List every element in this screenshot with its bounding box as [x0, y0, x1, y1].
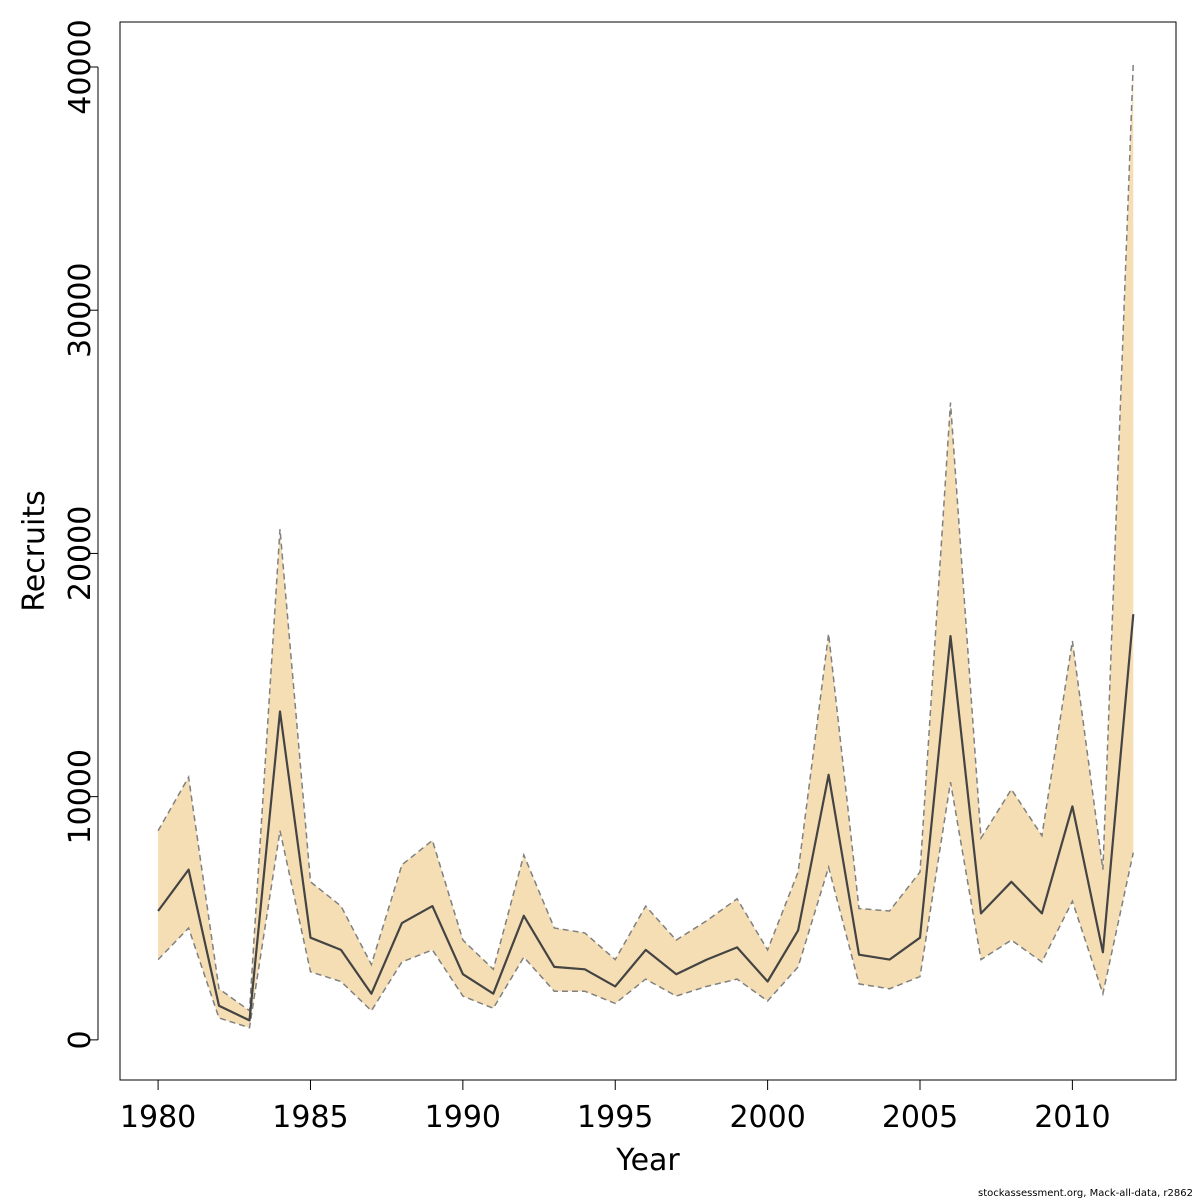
- x-tick-label-1980: 1980: [120, 1100, 196, 1135]
- x-tick-label-2005: 2005: [882, 1100, 958, 1135]
- estimate-point-1995: [613, 984, 617, 988]
- y-axis: 0 10000 20000 30000 40000: [63, 19, 99, 1049]
- y-tick-label-30000: 30000: [63, 262, 98, 357]
- y-tick-label-20000: 20000: [63, 506, 98, 601]
- estimate-point-2009: [1040, 911, 1044, 915]
- y-tick-label-10000: 10000: [63, 749, 98, 844]
- estimate-point-2012: [1131, 612, 1135, 616]
- estimate-point-1986: [339, 948, 343, 952]
- x-tick-label-1995: 1995: [577, 1100, 653, 1135]
- x-axis: 1980 1985 1990 1995 2000 2005 2010: [120, 1079, 1111, 1135]
- estimate-point-2011: [1101, 950, 1105, 954]
- estimate-point-1992: [522, 914, 526, 918]
- estimate-point-1997: [674, 972, 678, 976]
- estimate-line-layer: [156, 612, 1135, 1022]
- estimate-point-1982: [217, 1004, 221, 1008]
- estimate-point-1994: [583, 967, 587, 971]
- x-tick-label-2000: 2000: [729, 1100, 805, 1135]
- estimate-point-2004: [888, 958, 892, 962]
- estimate-point-1989: [430, 904, 434, 908]
- estimate-point-2000: [766, 980, 770, 984]
- confidence-band: [158, 62, 1134, 1028]
- estimate-point-1987: [369, 992, 373, 996]
- estimate-line: [157, 614, 1135, 1022]
- estimate-point-2007: [979, 911, 983, 915]
- estimate-point-1998: [705, 958, 709, 962]
- estimate-point-2001: [796, 928, 800, 932]
- x-tick-label-1985: 1985: [272, 1100, 348, 1135]
- estimate-point-2005: [918, 936, 922, 940]
- y-tick-label-0: 0: [63, 1030, 98, 1049]
- x-axis-title: Year: [615, 1143, 680, 1178]
- estimate-point-1988: [400, 921, 404, 925]
- estimate-point-1980: [156, 909, 160, 913]
- estimate-point-1981: [187, 868, 191, 872]
- upper-bound-line: [157, 62, 1135, 1013]
- footer-credit: stockassessment.org, Mack-all-data, r286…: [978, 1188, 1193, 1199]
- estimate-point-1990: [461, 972, 465, 976]
- estimate-point-1983: [248, 1018, 252, 1022]
- x-tick-label-1990: 1990: [425, 1100, 501, 1135]
- estimate-point-1996: [644, 948, 648, 952]
- estimate-point-1985: [309, 936, 313, 940]
- estimate-point-1991: [491, 992, 495, 996]
- y-tick-label-40000: 40000: [63, 19, 98, 114]
- estimate-point-2003: [857, 953, 861, 957]
- estimate-point-1999: [735, 945, 739, 949]
- estimate-point-1993: [552, 965, 556, 969]
- y-axis-title: Recruits: [17, 490, 52, 612]
- estimate-point-2002: [827, 773, 831, 777]
- estimate-point-2006: [949, 634, 953, 638]
- estimate-point-2008: [1009, 880, 1013, 884]
- confidence-band-layer: [158, 62, 1134, 1028]
- x-tick-label-2010: 2010: [1034, 1100, 1110, 1135]
- lower-bound-line: [157, 781, 1135, 1029]
- estimate-point-1984: [278, 710, 282, 714]
- estimate-point-2010: [1070, 804, 1074, 808]
- confidence-bounds-layer: [157, 62, 1135, 1029]
